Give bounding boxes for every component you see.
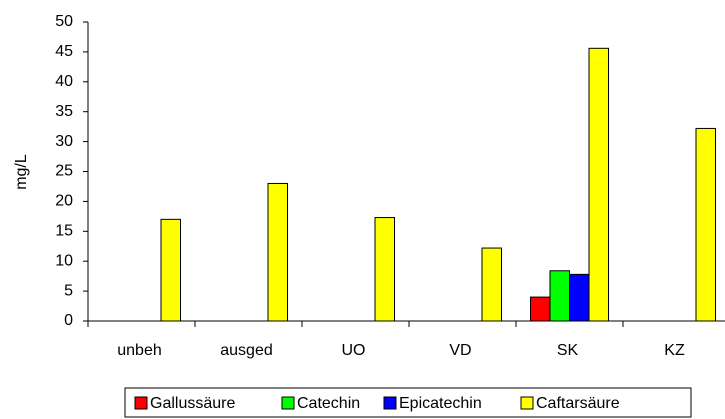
y-tick-label: 0 [64, 312, 73, 329]
bar [695, 127, 716, 322]
legend-swatch [520, 396, 534, 410]
bar [569, 273, 590, 322]
bar [374, 217, 395, 322]
legend-label: Epicatechin [399, 395, 482, 412]
y-axis-label: mg/L [13, 154, 30, 190]
y-tick-label: 45 [55, 43, 73, 60]
legend-box [124, 387, 692, 418]
bar [267, 182, 288, 322]
bar [549, 270, 570, 322]
y-tick-label: 50 [55, 13, 73, 30]
bar [160, 218, 181, 322]
y-tick-label: 10 [55, 252, 73, 269]
x-tick-label: UO [342, 342, 366, 359]
legend-swatch [134, 396, 148, 410]
y-tick-label: 15 [55, 223, 73, 240]
y-tick-label: 20 [55, 193, 73, 210]
bar [481, 247, 502, 322]
y-tick-label: 30 [55, 133, 73, 150]
x-tick-label: KZ [664, 342, 685, 359]
bar [588, 47, 609, 322]
y-tick-label: 35 [55, 103, 73, 120]
legend-swatch [383, 396, 397, 410]
legend-label: Caftarsäure [536, 395, 620, 412]
legend-swatch [281, 396, 295, 410]
legend-label: Catechin [297, 395, 360, 412]
x-tick-label: ausged [220, 342, 273, 359]
x-tick-label: VD [449, 342, 471, 359]
bar [530, 296, 551, 322]
y-tick-label: 40 [55, 73, 73, 90]
x-tick-label: unbeh [117, 342, 162, 359]
legend-label: Gallussäure [150, 395, 235, 412]
x-tick-label: SK [557, 342, 579, 359]
y-tick-label: 25 [55, 163, 73, 180]
y-tick-label: 5 [64, 282, 73, 299]
